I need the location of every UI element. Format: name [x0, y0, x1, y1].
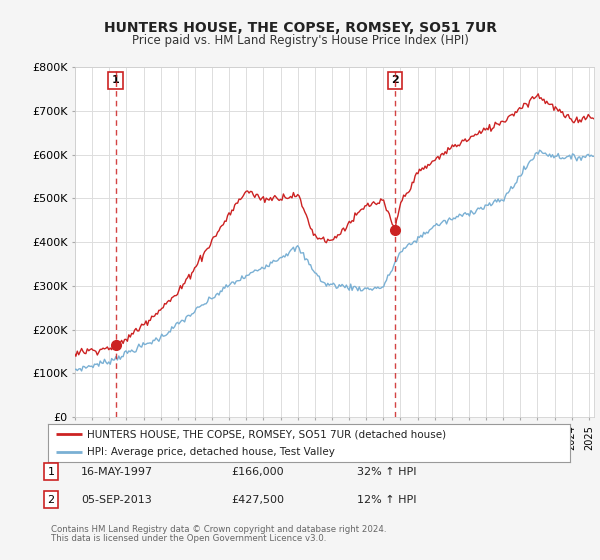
Text: HUNTERS HOUSE, THE COPSE, ROMSEY, SO51 7UR: HUNTERS HOUSE, THE COPSE, ROMSEY, SO51 7… [104, 21, 497, 35]
Text: 1: 1 [47, 466, 55, 477]
Text: 32% ↑ HPI: 32% ↑ HPI [357, 466, 416, 477]
Text: 2: 2 [391, 76, 398, 85]
Text: 16-MAY-1997: 16-MAY-1997 [81, 466, 153, 477]
Text: HPI: Average price, detached house, Test Valley: HPI: Average price, detached house, Test… [87, 447, 335, 457]
Text: £166,000: £166,000 [231, 466, 284, 477]
Text: Contains HM Land Registry data © Crown copyright and database right 2024.: Contains HM Land Registry data © Crown c… [51, 525, 386, 534]
Text: 12% ↑ HPI: 12% ↑ HPI [357, 494, 416, 505]
Text: £427,500: £427,500 [231, 494, 284, 505]
Text: 2: 2 [47, 494, 55, 505]
Text: 1: 1 [112, 76, 119, 85]
Text: HUNTERS HOUSE, THE COPSE, ROMSEY, SO51 7UR (detached house): HUNTERS HOUSE, THE COPSE, ROMSEY, SO51 7… [87, 429, 446, 439]
Text: 05-SEP-2013: 05-SEP-2013 [81, 494, 152, 505]
Text: This data is licensed under the Open Government Licence v3.0.: This data is licensed under the Open Gov… [51, 534, 326, 543]
Text: Price paid vs. HM Land Registry's House Price Index (HPI): Price paid vs. HM Land Registry's House … [131, 34, 469, 46]
